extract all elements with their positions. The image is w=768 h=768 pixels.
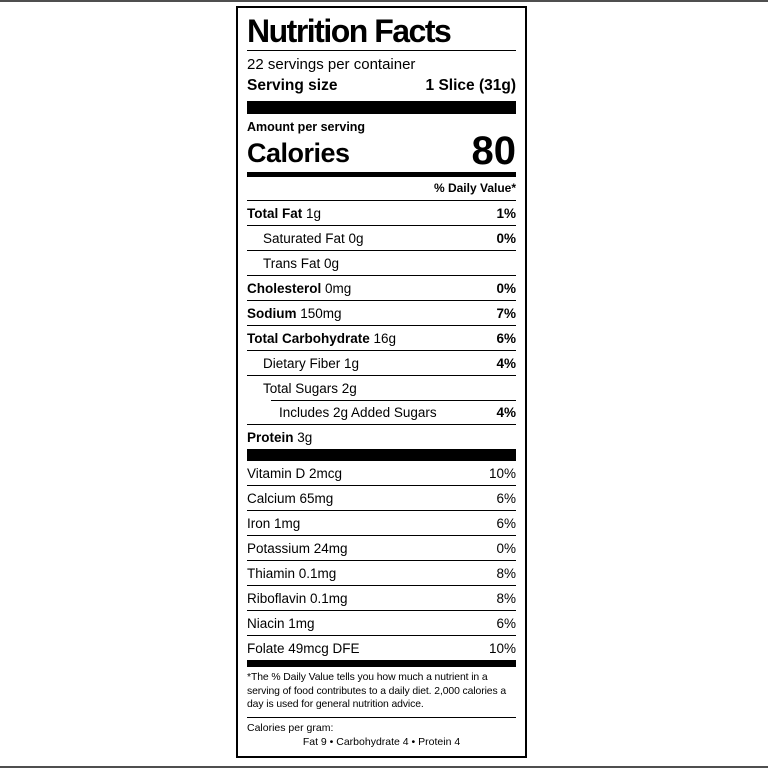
nutrient-pct: 6% [496, 330, 516, 346]
amount-per-serving-label: Amount per serving [247, 120, 366, 134]
medium-divider-bar [247, 172, 516, 177]
nutrient-pct: 1% [496, 205, 516, 221]
serving-size-row: Serving size 1 Slice (31g) [247, 74, 516, 101]
calories-row: Calories 80 [247, 129, 517, 173]
nutrient-bold: Cholesterol [247, 280, 322, 296]
nutrition-facts-label: Nutrition Facts 22 servings per containe… [236, 6, 527, 758]
vitamin-pct: 8% [496, 565, 516, 581]
nutrient-row-sodium: Sodium 150mg 7% [247, 301, 516, 326]
nutrient-name: Protein 3g [247, 430, 312, 445]
thick-divider-bar [247, 449, 516, 461]
nutrient-row-protein: Protein 3g [247, 425, 516, 449]
vitamin-name: Iron 1mg [247, 515, 301, 531]
serving-size-value: 1 Slice (31g) [425, 77, 516, 94]
nutrient-row-total-carbohydrate: Total Carbohydrate 16g 6% [247, 326, 516, 351]
nutrient-bold: Total Carbohydrate [247, 330, 370, 346]
vitamin-row-thiamin: Thiamin 0.1mg 8% [247, 561, 516, 586]
nutrient-amount: 0mg [321, 280, 352, 296]
vitamin-row-calcium: Calcium 65mg 6% [247, 486, 516, 511]
daily-value-footnote: *The % Daily Value tells you how much a … [247, 667, 516, 718]
nutrient-name: Total Fat 1g [247, 206, 321, 221]
vitamin-name: Folate 49mcg DFE [247, 640, 360, 656]
vitamin-pct: 0% [496, 540, 516, 556]
nutrient-row-dietary-fiber: Dietary Fiber 1g 4% [247, 351, 516, 376]
nutrient-bold: Total Fat [247, 205, 303, 221]
nutrient-row-trans-fat: Trans Fat 0g [247, 251, 516, 276]
vitamin-row-vitamin-d: Vitamin D 2mcg 10% [247, 461, 516, 486]
nutrient-name: Trans Fat 0g [247, 256, 339, 271]
nutrient-row-saturated-fat: Saturated Fat 0g 0% [247, 226, 516, 251]
vitamin-name: Riboflavin 0.1mg [247, 590, 348, 606]
nutrient-amount: 16g [369, 330, 397, 346]
nutrient-name: Total Carbohydrate 16g [247, 331, 396, 346]
medium-divider-bar [247, 660, 516, 667]
vitamin-row-niacin: Niacin 1mg 6% [247, 611, 516, 636]
calories-value: 80 [471, 129, 517, 173]
nutrient-pct: 4% [496, 404, 516, 420]
top-edge-strip [0, 0, 768, 2]
nutrient-amount: Total Sugars 2g [263, 380, 357, 396]
vitamin-row-folate: Folate 49mcg DFE 10% [247, 636, 516, 660]
bottom-edge-strip [0, 766, 768, 768]
nutrient-amount: Dietary Fiber 1g [263, 355, 360, 371]
nutrient-amount: Includes 2g Added Sugars [279, 404, 437, 420]
thick-divider-bar [247, 101, 516, 114]
vitamin-pct: 6% [496, 490, 516, 506]
nutrient-pct: 0% [496, 230, 516, 246]
nutrient-amount: Trans Fat 0g [263, 255, 340, 271]
serving-size-label: Serving size [247, 77, 338, 94]
vitamin-name: Calcium 65mg [247, 490, 334, 506]
nutrient-row-total-fat: Total Fat 1g 1% [247, 201, 516, 226]
nutrient-name: Total Sugars 2g [247, 381, 357, 396]
nutrient-bold: Protein [247, 429, 294, 445]
vitamin-row-riboflavin: Riboflavin 0.1mg 8% [247, 586, 516, 611]
nutrient-row-cholesterol: Cholesterol 0mg 0% [247, 276, 516, 301]
vitamin-pct: 10% [488, 465, 516, 481]
nutrient-amount: 1g [302, 205, 322, 221]
nutrient-bold: Sodium [247, 305, 297, 321]
nutrient-name: Cholesterol 0mg [247, 281, 351, 296]
nutrient-amount: 3g [293, 429, 313, 445]
nutrient-row-total-sugars: Total Sugars 2g [247, 376, 516, 400]
vitamin-pct: 6% [496, 615, 516, 631]
nutrient-amount: Saturated Fat 0g [263, 230, 364, 246]
nutrient-pct: 4% [496, 355, 516, 371]
calories-label: Calories [247, 138, 350, 168]
nutrient-name: Sodium 150mg [247, 306, 342, 321]
vitamin-pct: 8% [496, 590, 516, 606]
vitamin-pct: 6% [496, 515, 516, 531]
vitamin-name: Potassium 24mg [247, 540, 348, 556]
servings-per-container: 22 servings per container [247, 56, 416, 73]
nutrient-row-added-sugars: Includes 2g Added Sugars 4% [247, 400, 516, 425]
vitamin-row-potassium: Potassium 24mg 0% [247, 536, 516, 561]
daily-value-header: % Daily Value* [247, 177, 516, 201]
nutrient-name: Saturated Fat 0g [247, 231, 364, 246]
nutrient-amount: 150mg [296, 305, 342, 321]
vitamin-name: Niacin 1mg [247, 615, 315, 631]
nutrient-pct: 0% [496, 280, 516, 296]
vitamin-name: Thiamin 0.1mg [247, 565, 337, 581]
calories-per-gram-label: Calories per gram: [247, 721, 334, 734]
nutrient-name: Dietary Fiber 1g [247, 356, 359, 371]
calories-per-gram-values: Fat 9 • Carbohydrate 4 • Protein 4 [302, 735, 461, 748]
vitamin-name: Vitamin D 2mcg [247, 465, 343, 481]
label-title: Nutrition Facts [247, 8, 516, 51]
vitamin-pct: 10% [488, 640, 516, 656]
nutrient-name: Includes 2g Added Sugars [247, 405, 437, 420]
vitamin-row-iron: Iron 1mg 6% [247, 511, 516, 536]
nutrient-pct: 7% [496, 305, 516, 321]
